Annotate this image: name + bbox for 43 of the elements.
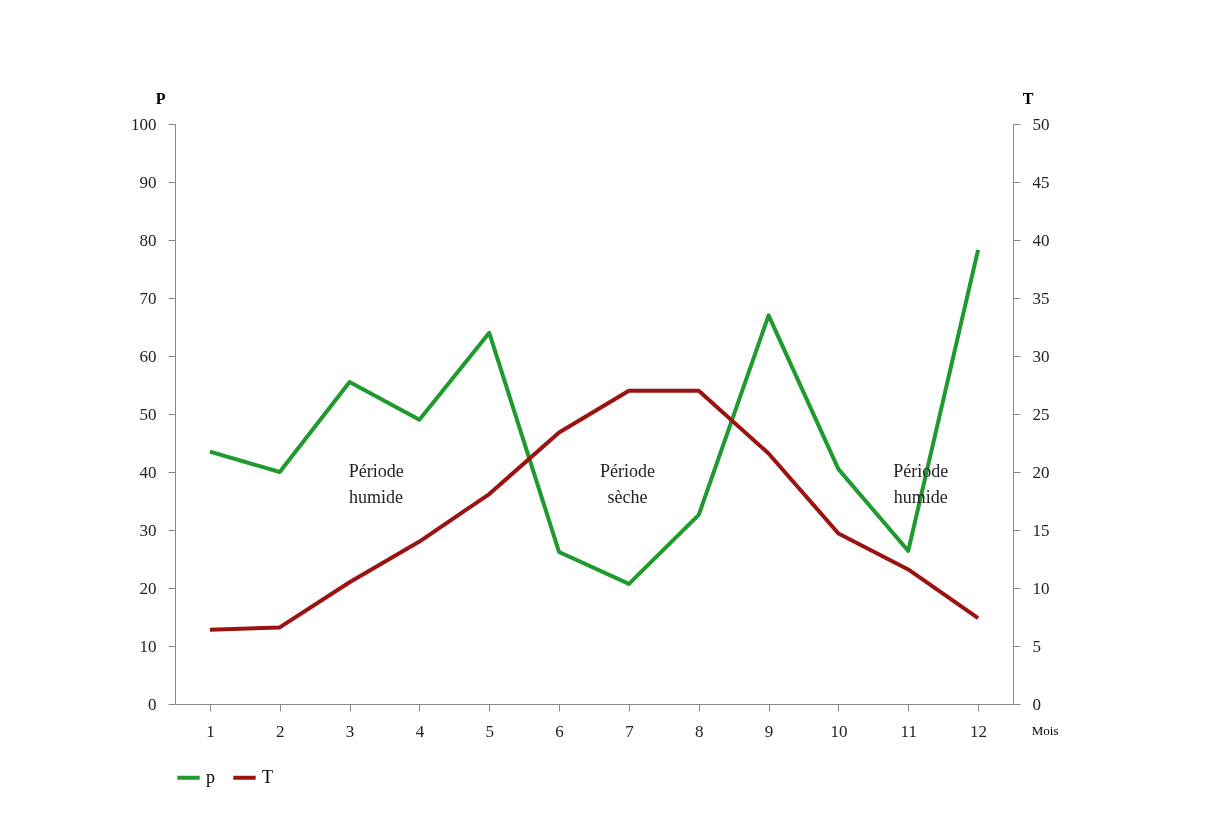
x-tick-label: 2 bbox=[276, 721, 285, 741]
y2-tick-label: 45 bbox=[1032, 172, 1050, 192]
y2-tick-label: 30 bbox=[1032, 346, 1050, 366]
legend-label: T bbox=[262, 766, 273, 787]
y-axis-title: P bbox=[155, 89, 166, 107]
y2-tick-label: 10 bbox=[1032, 578, 1050, 598]
y2-tick-label: 35 bbox=[1032, 288, 1050, 308]
y-tick-label: 30 bbox=[139, 520, 157, 540]
y-tick-label: 10 bbox=[139, 636, 157, 656]
y-tick-label: 50 bbox=[139, 404, 157, 424]
y2-tick-label: 40 bbox=[1032, 230, 1050, 250]
x-tick-label: 3 bbox=[345, 721, 355, 741]
y2-tick-label: 50 bbox=[1032, 114, 1050, 134]
y-tick-label: 0 bbox=[148, 694, 157, 714]
x-tick-label: 8 bbox=[695, 721, 704, 741]
y-tick-label: 100 bbox=[131, 114, 157, 134]
y2-tick-label: 20 bbox=[1032, 462, 1050, 482]
x-tick-label: 6 bbox=[555, 721, 564, 741]
x-tick-label: 4 bbox=[415, 721, 425, 741]
y2-tick-label: 15 bbox=[1032, 520, 1050, 540]
y2-tick-label: 0 bbox=[1032, 694, 1041, 714]
y-tick-label: 40 bbox=[139, 462, 157, 482]
x-tick-label: 11 bbox=[900, 721, 917, 741]
annotation: Période sèche bbox=[600, 461, 656, 507]
y2-tick-label: 5 bbox=[1032, 636, 1041, 656]
x-tick-label: 5 bbox=[485, 721, 494, 741]
x-tick-label: 7 bbox=[625, 721, 635, 741]
legend-label: p bbox=[206, 766, 215, 787]
x-tick-label: 9 bbox=[764, 721, 774, 741]
x-tick-label: 12 bbox=[970, 721, 988, 741]
y-tick-label: 70 bbox=[139, 288, 157, 308]
annotation: Période humide bbox=[348, 461, 404, 507]
y2-tick-label: 25 bbox=[1032, 404, 1050, 424]
x-tick-label: 1 bbox=[206, 721, 215, 741]
line-series bbox=[207, 247, 981, 586]
y-tick-label: 20 bbox=[139, 578, 157, 598]
line-series bbox=[207, 388, 981, 632]
y-tick-label: 60 bbox=[139, 346, 157, 366]
y-tick-label: 90 bbox=[139, 172, 157, 192]
y-tick-label: 80 bbox=[139, 230, 157, 250]
y2-axis-title: T bbox=[1022, 89, 1034, 107]
x-axis-title: Mois bbox=[1031, 722, 1059, 738]
x-tick-label: 10 bbox=[830, 721, 848, 741]
